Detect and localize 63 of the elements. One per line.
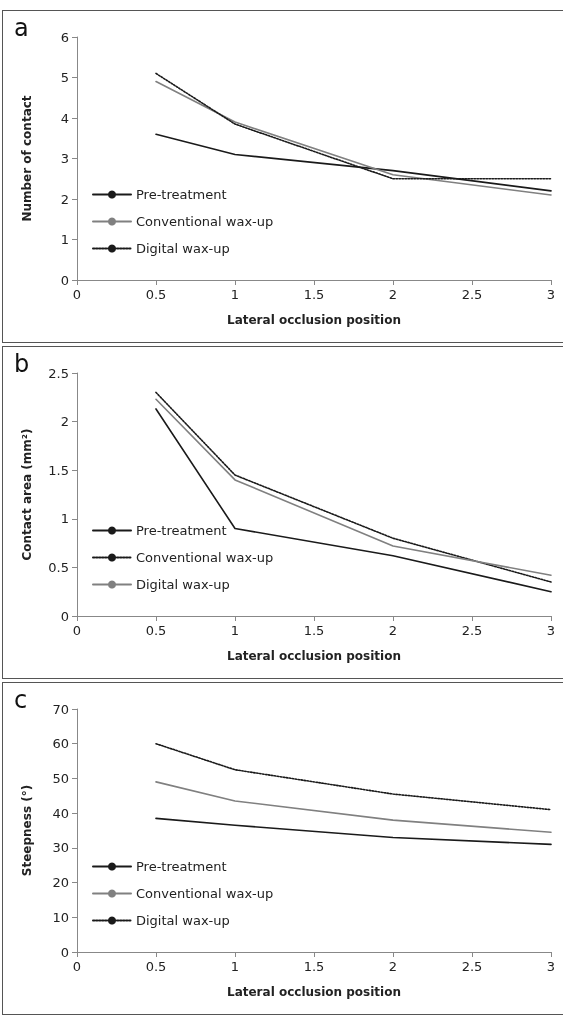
chart-title: a xyxy=(14,14,29,42)
x-tick-label: 0.5 xyxy=(145,623,167,638)
y-tick-label: 0 xyxy=(60,944,69,960)
x-tick-label: 3 xyxy=(546,623,556,638)
y-tick-label: 1.5 xyxy=(48,462,69,478)
x-tick-label: 1 xyxy=(230,623,240,638)
line-series xyxy=(155,742,552,811)
x-tick-label: 0.5 xyxy=(145,959,167,974)
y-axis-title: Number of contact xyxy=(20,95,34,222)
y-tick-label: 3 xyxy=(60,151,69,166)
x-tick-label: 2 xyxy=(388,623,398,638)
x-axis-title: Lateral occlusion position xyxy=(227,649,401,663)
y-tick-label: 30 xyxy=(52,840,69,856)
y-tick-label: 0 xyxy=(60,272,69,288)
y-tick-label: 2 xyxy=(60,414,69,430)
x-tick-label: 1 xyxy=(230,287,240,302)
y-tick-label: 50 xyxy=(52,770,69,786)
y-tick-label: 70 xyxy=(52,701,69,717)
y-tick-label: 10 xyxy=(52,909,69,925)
chart-title: b xyxy=(14,350,30,378)
y-tick-label: 0.5 xyxy=(48,559,69,575)
x-tick-label: 0 xyxy=(72,959,82,974)
x-tick-label: 0.5 xyxy=(145,287,167,302)
x-tick-label: 3 xyxy=(546,959,556,974)
legend-label: Digital wax-up xyxy=(136,913,230,928)
y-tick-label: 60 xyxy=(52,736,69,752)
y-tick-label: 40 xyxy=(52,805,69,821)
y-axis-title: Steepness (°) xyxy=(20,784,34,877)
chart-title: c xyxy=(14,686,28,714)
line-series xyxy=(155,817,552,846)
y-tick-label: 0 xyxy=(60,608,69,624)
x-tick-label: 1.5 xyxy=(303,287,325,302)
y-tick-label: 20 xyxy=(52,875,69,891)
y-tick-label: 1 xyxy=(60,232,69,247)
y-tick-label: 1 xyxy=(60,511,69,527)
legend-label: Conventional wax-up xyxy=(136,886,274,901)
y-axis-title: Contact area (mm²) xyxy=(20,428,34,561)
x-axis-title: Lateral occlusion position xyxy=(227,313,401,327)
y-tick-label: 5 xyxy=(60,70,69,85)
legend-label: Conventional wax-up xyxy=(136,550,274,565)
x-tick-label: 2.5 xyxy=(461,287,483,302)
y-tick-label: 2 xyxy=(60,191,69,207)
y-tick-label: 6 xyxy=(60,29,69,45)
x-tick-label: 0 xyxy=(72,287,82,302)
x-tick-label: 1 xyxy=(230,959,240,974)
x-tick-label: 0 xyxy=(72,623,82,638)
legend-label: Digital wax-up xyxy=(136,577,230,592)
y-tick-label: 2.5 xyxy=(48,365,69,381)
x-tick-label: 2 xyxy=(388,287,398,302)
legend-label: Pre-treatment xyxy=(136,523,227,538)
x-tick-label: 1.5 xyxy=(303,959,325,974)
x-tick-label: 2 xyxy=(388,959,398,974)
legend-label: Pre-treatment xyxy=(136,187,227,202)
x-tick-label: 2.5 xyxy=(461,959,483,974)
legend-label: Digital wax-up xyxy=(136,241,230,256)
x-tick-label: 3 xyxy=(546,287,556,302)
line-series xyxy=(155,781,552,834)
x-tick-label: 1.5 xyxy=(303,623,325,638)
y-tick-label: 4 xyxy=(60,110,69,126)
x-tick-label: 2.5 xyxy=(461,623,483,638)
legend-label: Conventional wax-up xyxy=(136,214,274,229)
legend-label: Pre-treatment xyxy=(136,859,227,874)
x-axis-title: Lateral occlusion position xyxy=(227,985,401,999)
